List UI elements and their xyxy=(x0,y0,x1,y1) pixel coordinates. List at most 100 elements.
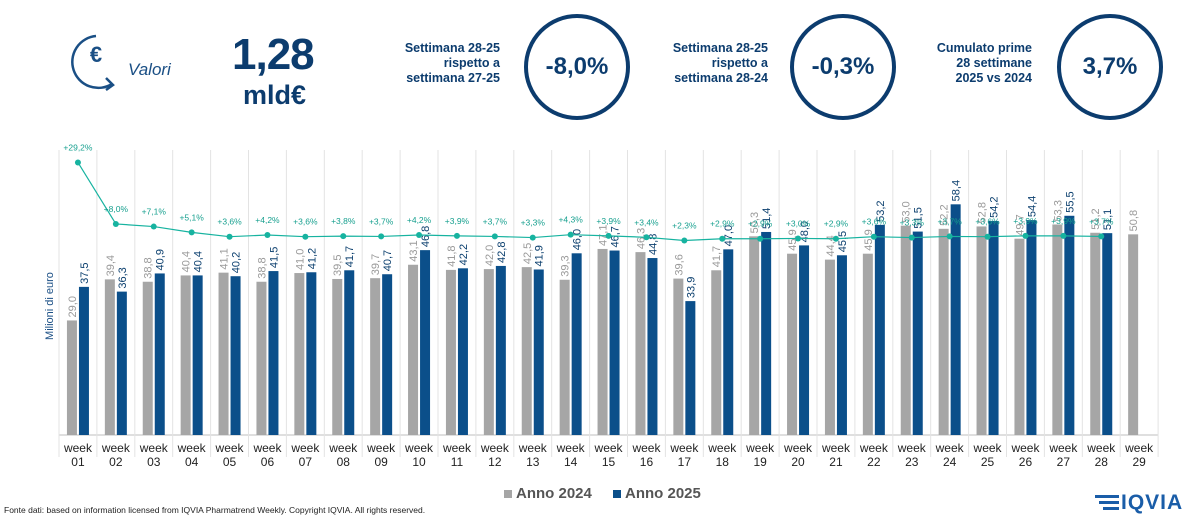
bar-value-label: 52,2 xyxy=(939,204,951,225)
legend-item-2025: Anno 2025 xyxy=(613,485,701,502)
bar-value-label: 55,5 xyxy=(1064,191,1076,212)
growth-point xyxy=(946,233,953,240)
bar-value-label: 41,8 xyxy=(446,245,458,266)
x-tick-label: week xyxy=(290,441,320,455)
growth-point xyxy=(529,234,536,241)
growth-point xyxy=(681,237,688,244)
bar-anno-2025 xyxy=(495,265,506,435)
growth-point xyxy=(453,232,460,239)
bar-anno-2024 xyxy=(445,269,456,435)
bar-value-label: 51,4 xyxy=(761,208,773,229)
bar-anno-2024 xyxy=(370,278,381,435)
bar-value-label: 41,7 xyxy=(344,246,356,267)
bar-value-label: 51,5 xyxy=(913,207,925,228)
bar-value-label: 39,5 xyxy=(332,255,344,276)
x-tick-label: 01 xyxy=(71,455,85,469)
bar-anno-2024 xyxy=(256,281,267,435)
bar-anno-2025 xyxy=(874,224,885,435)
bar-anno-2024 xyxy=(142,281,153,435)
bar-value-label: 50,8 xyxy=(1128,210,1140,231)
growth-label: +3,7% xyxy=(937,216,962,226)
bar-anno-2025 xyxy=(1102,233,1113,435)
x-tick-label: 19 xyxy=(753,455,767,469)
bar-value-label: 36,3 xyxy=(117,267,129,288)
bar-anno-2024 xyxy=(66,320,77,435)
x-tick-label: 28 xyxy=(1095,455,1109,469)
bar-anno-2024 xyxy=(862,253,873,435)
growth-label: +3,6% xyxy=(293,217,318,227)
x-tick-label: 29 xyxy=(1132,455,1146,469)
x-tick-label: 06 xyxy=(261,455,275,469)
bar-value-label: 33,9 xyxy=(685,277,697,298)
bar-value-label: 42,0 xyxy=(484,245,496,266)
growth-point xyxy=(264,231,271,238)
bar-anno-2025 xyxy=(571,253,582,435)
bar-anno-2025 xyxy=(533,269,544,435)
x-tick-label: week xyxy=(252,441,282,455)
bar-value-label: 46,3 xyxy=(635,228,647,249)
bar-anno-2024 xyxy=(1052,224,1063,435)
x-tick-label: week xyxy=(783,441,813,455)
x-tick-label: 13 xyxy=(526,455,540,469)
growth-point xyxy=(757,235,764,242)
x-tick-label: 22 xyxy=(867,455,881,469)
bar-value-label: 39,3 xyxy=(560,255,572,276)
growth-point xyxy=(1060,232,1067,239)
x-tick-label: 20 xyxy=(791,455,805,469)
bar-value-label: 53,3 xyxy=(1052,200,1064,221)
x-tick-label: 05 xyxy=(223,455,237,469)
growth-label: +3,9% xyxy=(1051,216,1076,226)
growth-label: +3,6% xyxy=(862,217,887,227)
x-tick-label: week xyxy=(177,441,207,455)
growth-label: +3,0% xyxy=(786,218,811,228)
kpi-label-1: Settimana 28-25 rispetto a settimana 27-… xyxy=(404,41,500,85)
bar-anno-2024 xyxy=(294,273,305,435)
x-tick-label: week xyxy=(669,441,699,455)
bar-anno-2025 xyxy=(344,270,355,435)
bar-value-label: 40,9 xyxy=(155,249,167,270)
x-tick-label: week xyxy=(935,441,965,455)
growth-label: +3,7% xyxy=(1089,216,1114,226)
x-tick-label: 07 xyxy=(299,455,313,469)
x-tick-label: 02 xyxy=(109,455,123,469)
bar-value-label: 39,7 xyxy=(370,254,382,275)
kpi-circle-3: 3,7% xyxy=(1057,14,1163,120)
bar-value-label: 44,8 xyxy=(647,234,659,255)
growth-label: +3,3% xyxy=(521,218,546,228)
bar-value-label: 49,7 xyxy=(1014,214,1026,235)
x-tick-label: 25 xyxy=(981,455,995,469)
total-value: 1,28 xyxy=(232,30,315,79)
growth-point xyxy=(74,159,81,166)
source-note: Fonte dati: based on information license… xyxy=(4,505,426,515)
x-tick-label: week xyxy=(1048,441,1078,455)
bar-value-label: 46,7 xyxy=(610,226,622,247)
bar-anno-2025 xyxy=(306,272,317,435)
growth-label: +2,9% xyxy=(748,219,773,229)
x-tick-label: 27 xyxy=(1057,455,1071,469)
growth-point xyxy=(188,229,195,236)
x-tick-label: 14 xyxy=(564,455,578,469)
bar-value-label: 42,8 xyxy=(496,242,508,263)
bar-value-label: 50,3 xyxy=(749,212,761,233)
x-tick-label: week xyxy=(404,441,434,455)
growth-line xyxy=(77,162,1102,242)
bar-anno-2024 xyxy=(635,252,646,435)
bar-value-label: 51,2 xyxy=(1090,208,1102,229)
x-tick-label: week xyxy=(594,441,624,455)
growth-point xyxy=(378,233,385,240)
bar-value-label: 54,2 xyxy=(989,196,1001,217)
bar-value-label: 46,0 xyxy=(572,229,584,250)
growth-label: +3,4% xyxy=(634,217,659,227)
x-tick-label: 11 xyxy=(451,455,464,469)
bar-anno-2025 xyxy=(268,271,279,435)
bar-anno-2024 xyxy=(938,228,949,435)
bar-value-label: 41,1 xyxy=(219,248,231,269)
bar-value-label: 47,0 xyxy=(723,225,735,246)
bar-anno-2024 xyxy=(521,267,532,435)
bar-value-label: 41,0 xyxy=(294,249,306,270)
bar-value-label: 58,4 xyxy=(951,180,963,201)
growth-point xyxy=(226,233,233,240)
x-tick-label: 18 xyxy=(716,455,730,469)
bar-value-label: 40,4 xyxy=(181,251,193,272)
